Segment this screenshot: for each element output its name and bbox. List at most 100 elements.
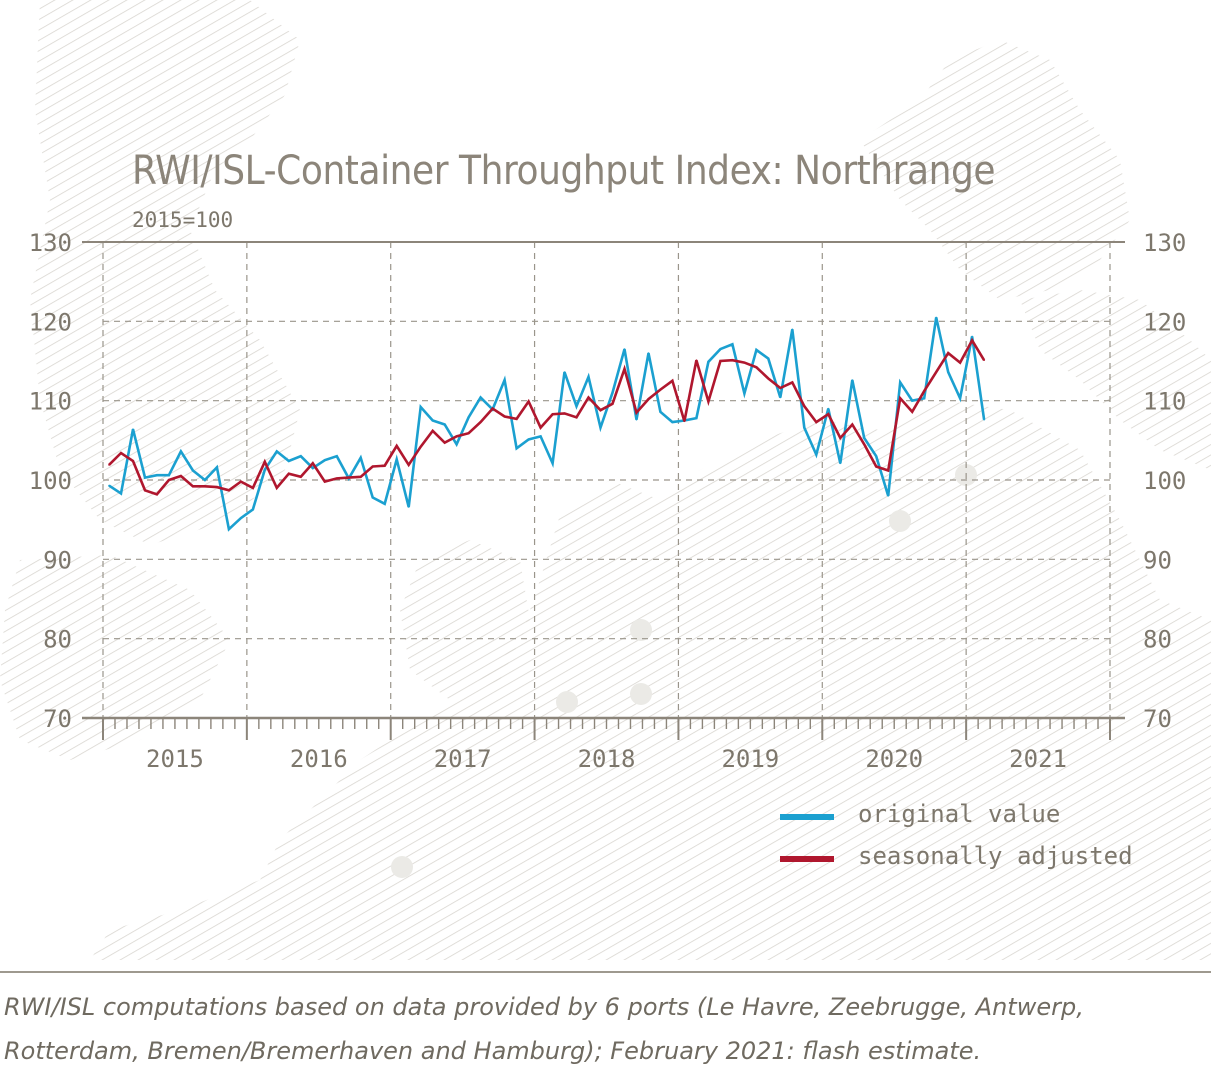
data-point-original: [144, 476, 146, 479]
series-line-original: [108, 317, 986, 532]
data-point-adjusted: [240, 480, 242, 483]
y-tick-label-right: 110: [1143, 388, 1186, 416]
data-point-original: [455, 443, 458, 446]
data-point-adjusted: [791, 381, 794, 384]
data-point-adjusted: [851, 423, 854, 426]
data-point-adjusted: [491, 407, 494, 410]
data-point-adjusted: [144, 489, 146, 492]
y-tick-label-right: 90: [1143, 546, 1172, 574]
data-point-original: [959, 397, 961, 400]
data-point-adjusted: [947, 352, 949, 354]
data-point-original: [443, 423, 446, 426]
data-point-original: [276, 450, 278, 453]
data-point-original: [156, 474, 158, 477]
data-point-original: [635, 418, 638, 421]
data-point-original: [228, 528, 230, 530]
y-tick-label-left: 120: [29, 308, 72, 336]
data-point-adjusted: [983, 359, 985, 362]
x-tick-label: 2017: [434, 745, 492, 773]
data-point-original: [527, 438, 530, 441]
data-point-original: [875, 455, 878, 458]
data-point-original: [323, 459, 326, 461]
data-point-original: [659, 410, 662, 413]
data-point-original: [192, 469, 194, 472]
series-layer: [108, 316, 986, 532]
y-tick-label-left: 80: [43, 626, 72, 654]
data-point-adjusted: [839, 437, 842, 439]
data-point-adjusted: [971, 339, 973, 342]
data-point-original: [743, 392, 746, 395]
data-point-adjusted: [863, 443, 866, 446]
data-point-adjusted: [635, 411, 638, 414]
x-tick-label: 2016: [290, 745, 348, 773]
data-point-adjusted: [551, 413, 554, 415]
data-point-adjusted: [288, 472, 290, 475]
data-point-original: [180, 450, 182, 453]
port-marker: [391, 856, 413, 878]
legend-label-original: original value: [858, 800, 1061, 828]
data-point-adjusted: [323, 480, 326, 483]
data-point-adjusted: [875, 465, 878, 468]
legend-swatch-original: [780, 814, 834, 820]
data-point-original: [311, 467, 314, 469]
data-point-adjusted: [252, 487, 254, 489]
y-tick-label-right: 100: [1143, 467, 1186, 495]
data-point-original: [935, 316, 937, 319]
data-point-adjusted: [719, 360, 722, 362]
data-point-adjusted: [515, 418, 518, 420]
x-tick-label: 2018: [578, 745, 636, 773]
data-point-original: [827, 407, 830, 410]
data-point-original: [551, 462, 554, 465]
x-tick-label: 2020: [865, 745, 923, 773]
y-tick-label-right: 120: [1143, 308, 1186, 336]
port-marker: [556, 691, 578, 713]
data-point-original: [839, 462, 842, 465]
data-point-original: [264, 468, 266, 471]
data-point-original: [539, 435, 542, 438]
grid-layer: [102, 242, 1111, 718]
data-point-adjusted: [467, 432, 470, 434]
data-point-original: [204, 479, 206, 481]
data-point-original: [971, 335, 973, 338]
data-point-adjusted: [180, 475, 182, 477]
data-point-original: [371, 496, 374, 499]
data-point-original: [599, 426, 602, 429]
data-point-original: [851, 379, 854, 381]
data-point-original: [575, 405, 578, 408]
data-point-original: [791, 328, 794, 331]
landmass-shape: [90, 400, 1211, 960]
data-point-adjusted: [479, 421, 482, 423]
tick-labels: 70 70 80 80 90 90 100 100 110 110 120 120 130 130 2015…: [29, 229, 1187, 773]
data-point-adjusted: [827, 413, 830, 415]
data-point-adjusted: [108, 464, 110, 466]
y-tick-label-right: 70: [1143, 705, 1172, 733]
data-point-adjusted: [168, 479, 170, 481]
data-point-adjusted: [431, 430, 434, 432]
data-point-adjusted: [216, 486, 218, 488]
data-point-adjusted: [156, 493, 158, 496]
data-point-adjusted: [335, 477, 338, 480]
data-point-adjusted: [563, 412, 566, 415]
y-tick-label-right: 80: [1143, 626, 1172, 654]
legend-item-adjusted: seasonally adjusted: [780, 842, 1180, 882]
data-point-adjusted: [276, 487, 278, 489]
landmass-shape: [400, 540, 530, 700]
data-point-adjusted: [659, 388, 662, 391]
data-point-adjusted: [923, 390, 925, 392]
data-point-adjusted: [683, 420, 686, 423]
data-point-original: [240, 517, 242, 519]
data-point-original: [779, 396, 782, 399]
data-point-original: [731, 343, 734, 346]
footer-divider: [0, 971, 1211, 973]
data-point-adjusted: [228, 489, 230, 492]
data-point-adjusted: [311, 462, 314, 465]
data-point-adjusted: [347, 476, 350, 479]
y-tick-label-left: 110: [29, 388, 72, 416]
data-point-original: [623, 348, 626, 350]
landmass-shape: [860, 40, 1130, 300]
data-point-original: [252, 508, 254, 511]
data-point-original: [863, 437, 866, 439]
data-point-original: [563, 371, 566, 373]
data-point-adjusted: [767, 377, 770, 380]
data-point-adjusted: [707, 400, 710, 403]
